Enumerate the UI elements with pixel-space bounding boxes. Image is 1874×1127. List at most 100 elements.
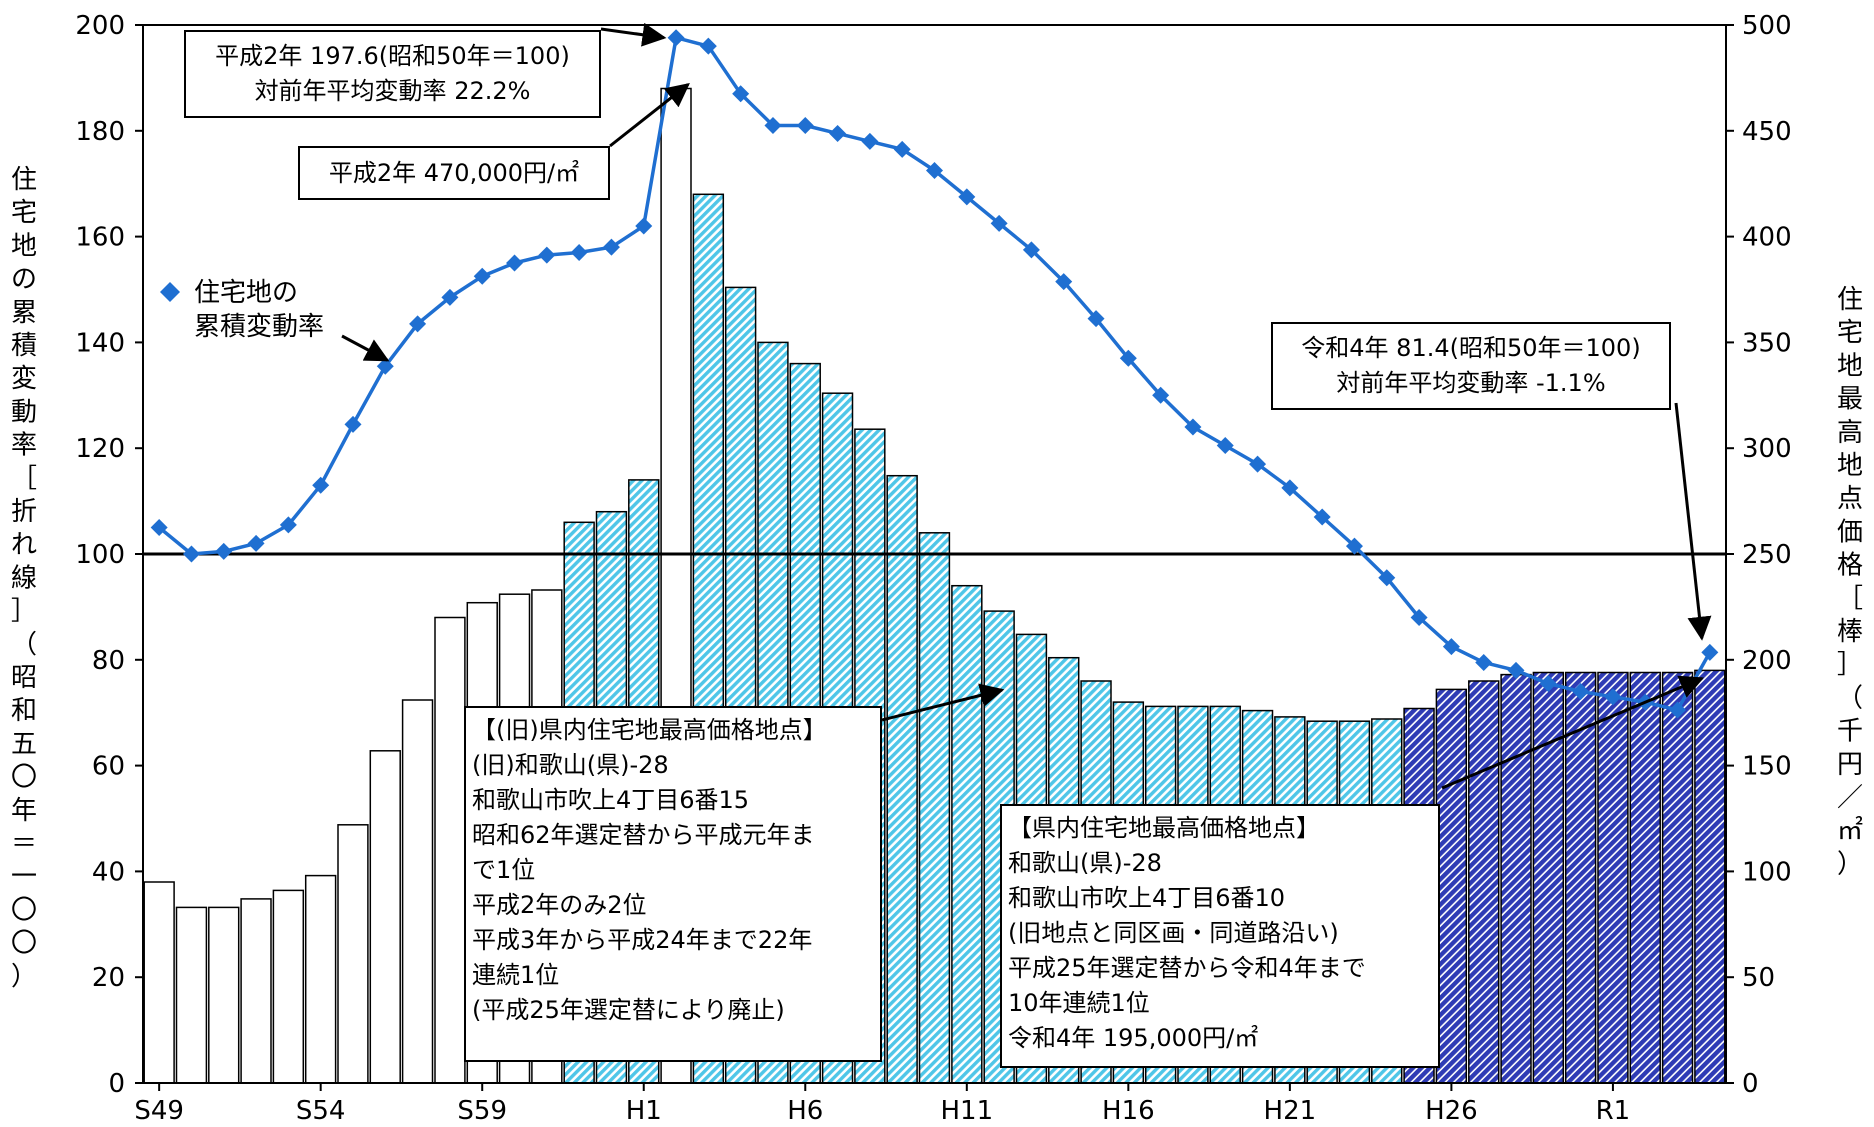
bar-H11	[951, 584, 983, 1084]
old-site-line-6: 平成2年のみ2位	[472, 891, 647, 919]
old-site-line-2: (旧)和歌山(県)-28	[472, 751, 669, 779]
right-tick-label: 450	[1742, 117, 1792, 147]
left-axis-title-char: 五	[11, 729, 37, 759]
bar-R4	[1694, 669, 1726, 1084]
point-R1	[1604, 688, 1622, 706]
point-R4	[1701, 643, 1719, 661]
left-axis-title-char: ］	[11, 597, 37, 627]
right-tick-label: 200	[1742, 646, 1792, 676]
right-tick-label: 50	[1742, 963, 1775, 993]
point-H23	[1345, 537, 1363, 555]
left-axis-title-char: ＝	[11, 829, 37, 859]
point-H14	[1055, 273, 1073, 291]
left-axis-title-char: 変	[11, 364, 37, 394]
point-H25	[1410, 608, 1428, 626]
right-axis-title-char: 住	[1837, 285, 1863, 315]
bar-S53	[272, 889, 305, 1084]
point-H19	[1216, 437, 1234, 455]
point-H9	[893, 140, 911, 158]
left-axis-title-char: 〇	[11, 763, 37, 793]
left-axis-title-char: 累	[11, 298, 37, 328]
point-H3	[699, 37, 717, 55]
left-tick-label: 180	[75, 117, 125, 147]
new-site-line-1: 【県内住宅地最高価格地点】	[1008, 814, 1320, 842]
old-site-line-1: 【(旧)県内住宅地最高価格地点】	[472, 716, 827, 744]
right-axis-title-char: 点	[1837, 484, 1863, 514]
left-axis-title-char: 一	[11, 862, 37, 892]
right-axis-title-char: 円	[1837, 750, 1863, 780]
latest-index-annotation: 令和4年 81.4(昭和50年＝100) 対前年平均変動率 -1.1%	[1271, 322, 1671, 410]
latest-index-line-2: 対前年平均変動率 -1.1%	[1336, 369, 1606, 397]
right-axis-title-char: ）	[1837, 849, 1863, 879]
bar-S58	[434, 616, 466, 1084]
bar-R1	[1597, 671, 1629, 1084]
axes: 0 20 40 60 80 100 120 140 160 180 200 0 50 100 150 200 2…	[75, 11, 1791, 1126]
point-H21	[1281, 479, 1299, 497]
right-tick-label: 300	[1742, 434, 1792, 464]
right-axis-title-char: ㎡	[1837, 816, 1863, 846]
annotation-arrows	[341, 22, 1712, 790]
left-tick-label: 60	[92, 752, 125, 782]
point-H20	[1249, 455, 1267, 473]
right-axis-title-char: 地	[1837, 451, 1863, 481]
point-H27	[1475, 653, 1493, 671]
left-tick-label: 200	[75, 11, 125, 41]
point-H16	[1119, 349, 1137, 367]
left-axis-title-char: ）	[11, 962, 37, 992]
legend-label-line-1: 住宅地の	[194, 278, 299, 308]
peak-index-annotation: 平成2年 197.6(昭和50年＝100) 対前年平均変動率 22.2%	[184, 30, 601, 118]
x-tick-label: H26	[1425, 1096, 1478, 1126]
old-site-line-5: で1位	[472, 856, 536, 884]
left-axis-title-char: 住	[11, 165, 37, 195]
point-S54	[312, 476, 330, 494]
left-tick-label: 140	[75, 328, 125, 358]
new-site-line-4: (旧地点と同区画・同道路沿い)	[1008, 919, 1339, 947]
point-H6	[796, 117, 814, 135]
x-tick-label: H1	[626, 1096, 662, 1126]
point-H29	[1539, 675, 1557, 693]
left-axis-title-char: 〇	[11, 895, 37, 925]
legend-marker	[160, 282, 180, 302]
left-axis-title-char: れ	[11, 530, 37, 560]
right-axis-title-char: 地	[1837, 351, 1863, 381]
x-tick-label: H6	[787, 1096, 823, 1126]
right-axis-title-char: ］	[1837, 650, 1863, 680]
left-axis-title-char: （	[11, 630, 37, 660]
peak-price-line: 平成2年 470,000円/㎡	[328, 159, 580, 187]
right-axis-title-char: 千	[1837, 717, 1863, 747]
x-tick-label: S54	[296, 1096, 346, 1126]
right-axis-title-char: 棒	[1837, 617, 1863, 647]
bar-S54	[304, 874, 337, 1084]
x-tick-label: R1	[1596, 1096, 1631, 1126]
left-axis-title-char: 線	[11, 563, 37, 593]
point-H11	[958, 188, 976, 206]
left-axis-title-char: 積	[11, 331, 37, 361]
bar-series	[143, 87, 1726, 1084]
point-H26	[1442, 638, 1460, 656]
legend-label-line-2: 累積変動率	[194, 312, 325, 342]
point-H15	[1087, 310, 1105, 328]
point-H30	[1572, 683, 1590, 701]
point-H22	[1313, 508, 1331, 526]
old-site-arrow	[881, 683, 1005, 722]
left-axis-title-char: 和	[11, 696, 37, 726]
bar-H30	[1564, 671, 1597, 1084]
x-tick-label: S49	[134, 1096, 184, 1126]
right-axis-title-char: ／	[1837, 783, 1863, 813]
point-S62	[570, 243, 588, 261]
bar-H29	[1532, 671, 1565, 1084]
point-S53	[279, 516, 297, 534]
peak-price-arrow	[609, 82, 690, 148]
right-tick-label: 150	[1742, 752, 1792, 782]
point-H5	[764, 117, 782, 135]
point-H24	[1378, 569, 1396, 587]
old-site-annotation: 【(旧)県内住宅地最高価格地点】 (旧)和歌山(県)-28 和歌山市吹上4丁目6…	[464, 706, 882, 1062]
point-S55	[344, 415, 362, 433]
left-tick-label: 20	[92, 963, 125, 993]
point-S56	[376, 357, 394, 375]
left-axis-title-char: 〇	[11, 929, 37, 959]
x-tick-label: H21	[1264, 1096, 1317, 1126]
left-tick-label: 0	[108, 1069, 125, 1099]
bar-S56	[369, 750, 401, 1084]
point-H2	[667, 29, 685, 47]
